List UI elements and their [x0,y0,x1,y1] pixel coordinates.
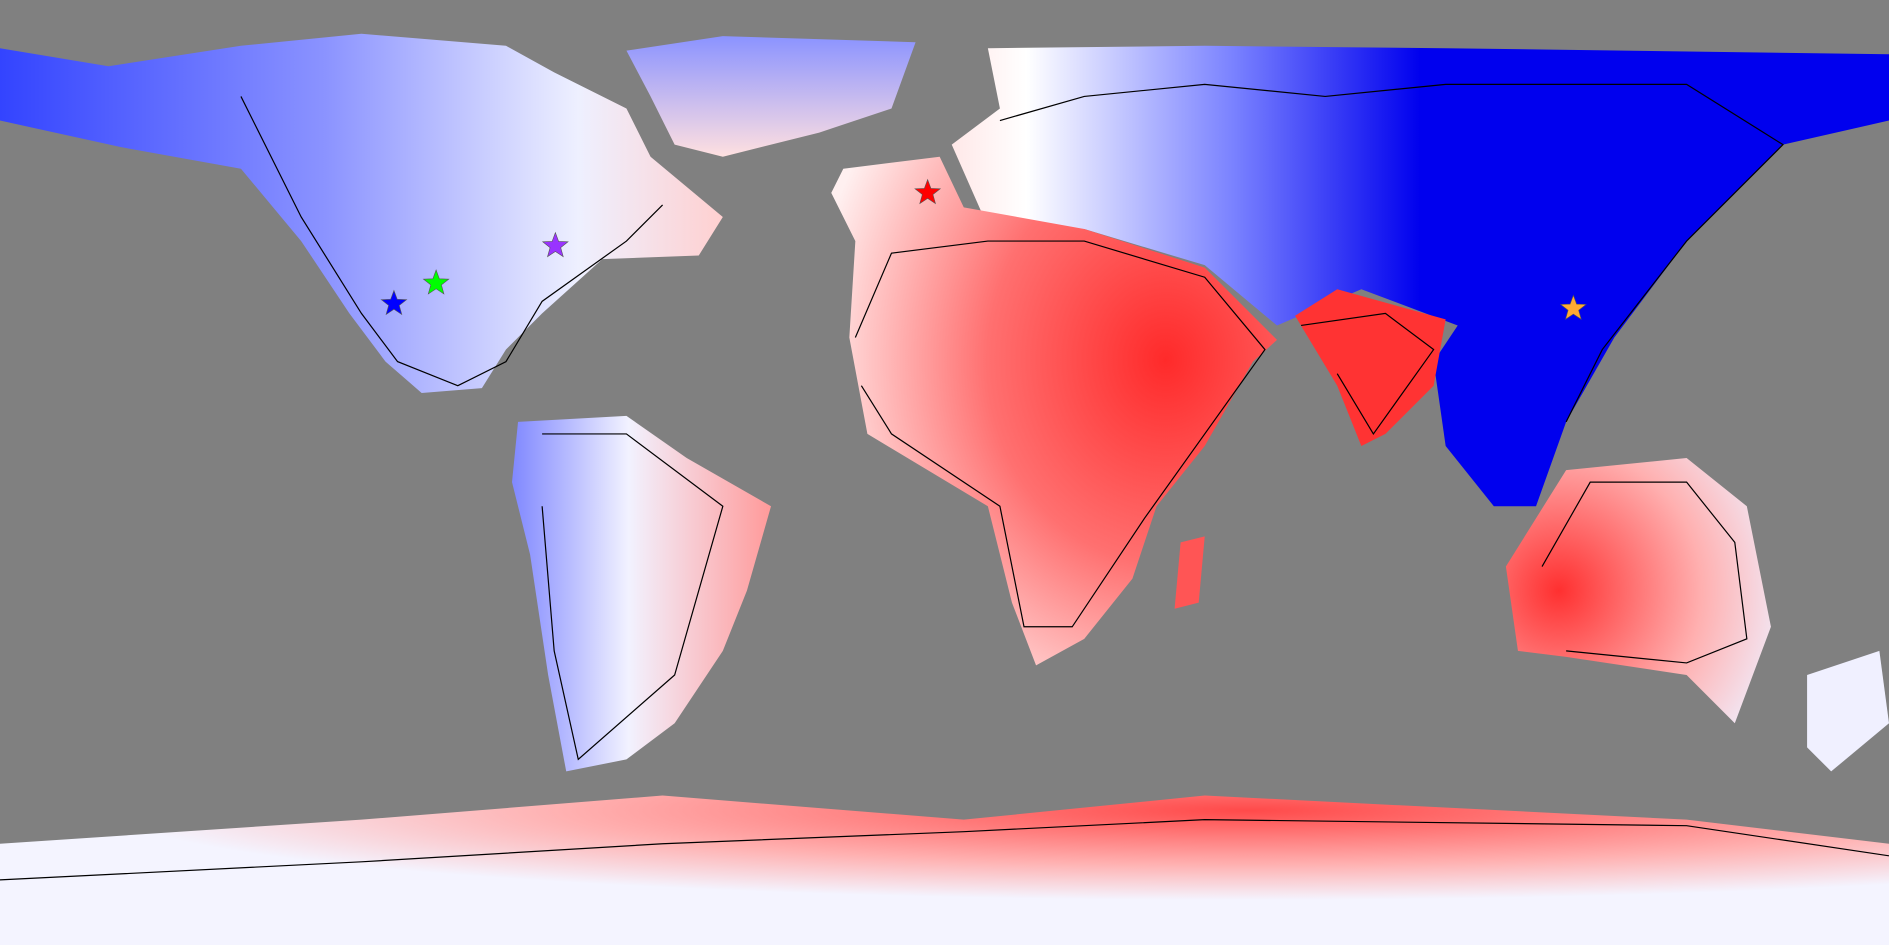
africa [831,156,1278,666]
star-marker [380,289,408,316]
star-marker [541,231,569,258]
south-america [512,415,772,772]
coastlines [0,83,1889,881]
australia [1505,458,1771,724]
eurasia [951,45,1889,507]
new-zealand [1807,650,1889,772]
madagascar [1174,536,1205,609]
north-america [0,33,723,393]
star-marker [1559,294,1587,320]
greenland [626,36,916,157]
india [1295,289,1446,446]
star-marker [914,178,942,205]
antarctica [0,795,1889,945]
star-marker [422,269,450,295]
markers [380,178,1587,320]
